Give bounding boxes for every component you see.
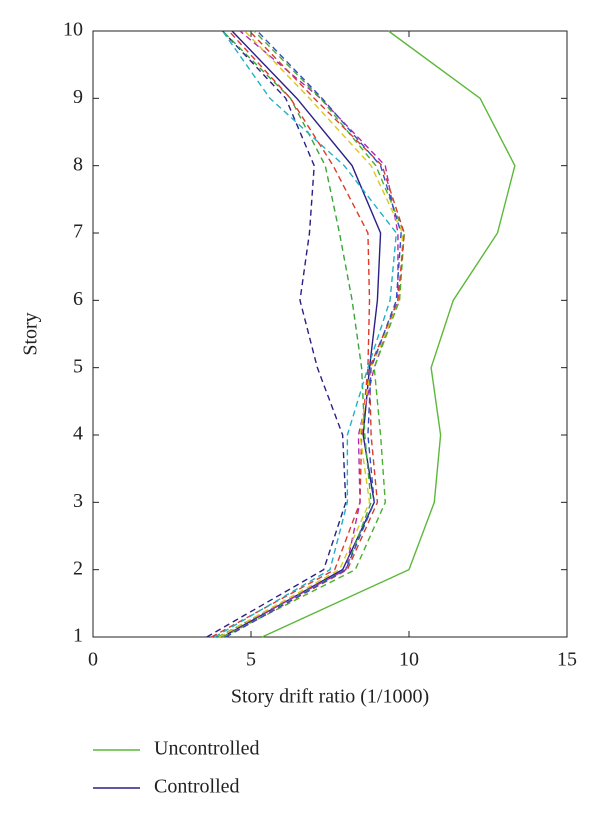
series-line: [211, 30, 371, 638]
y-tick-label: 4: [73, 423, 83, 445]
series-line: [217, 30, 372, 638]
series-line: [214, 30, 398, 638]
series-line: [206, 30, 347, 638]
y-tick-label: 7: [73, 221, 83, 243]
legend-label: Controlled: [154, 776, 240, 798]
x-tick-label: 0: [88, 649, 98, 671]
x-axis-label: Story drift ratio (1/1000): [231, 686, 429, 708]
series-line: [225, 30, 402, 638]
series-line: [261, 30, 516, 638]
x-tick-label: 10: [399, 649, 419, 671]
y-tick-label: 2: [73, 557, 83, 579]
series-line: [219, 30, 404, 638]
y-tick-label: 1: [73, 625, 83, 647]
x-tick-label: 5: [246, 649, 256, 671]
y-tick-label: 10: [63, 19, 83, 41]
series-line: [222, 30, 405, 638]
y-tick-label: 9: [73, 86, 83, 108]
plot-frame: [92, 30, 568, 638]
x-tick-label: 15: [557, 649, 577, 671]
y-tick-label: 3: [73, 490, 83, 512]
series-line: [219, 30, 399, 638]
y-axis-label: Story: [20, 312, 42, 355]
y-tick-label: 6: [73, 288, 83, 310]
legend-label: Uncontrolled: [154, 738, 260, 760]
y-tick-label: 5: [73, 355, 83, 377]
series-line: [225, 30, 405, 638]
y-tick-label: 8: [73, 153, 83, 175]
